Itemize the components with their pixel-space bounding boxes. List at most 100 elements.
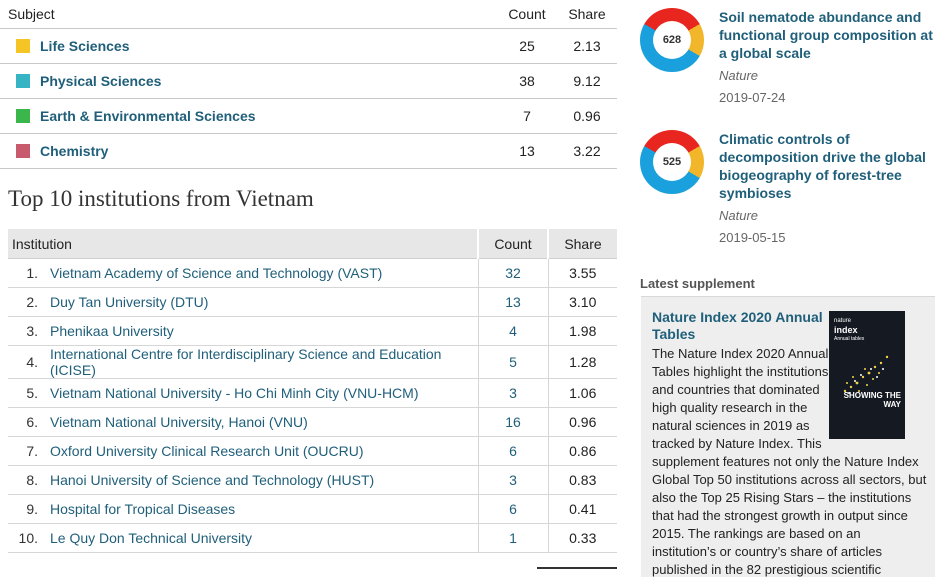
subject-share: 0.96: [557, 98, 617, 134]
subject-color-swatch: [16, 144, 30, 158]
institution-share: 1.98: [547, 316, 617, 346]
institution-count-link[interactable]: 6: [509, 501, 517, 517]
institution-row: 8. Hanoi University of Science and Techno…: [8, 465, 617, 495]
subject-table: Subject Count Share Life Sciences 25 2.13 P…: [0, 0, 617, 169]
altmetric-score: 628: [653, 21, 691, 59]
institution-count-link[interactable]: 4: [509, 323, 517, 339]
institution-count-cell: 13: [477, 287, 548, 317]
institutions-heading: Top 10 institutions from Vietnam: [8, 186, 314, 211]
subject-cell: Earth & Environmental Sciences: [0, 98, 497, 134]
article-title-link[interactable]: Climatic controls of decomposition drive…: [719, 131, 926, 201]
subject-link[interactable]: Physical Sciences: [40, 73, 162, 89]
supplement-cover-image[interactable]: nature index Annual tables SHOWING THE W…: [829, 311, 905, 439]
subject-link[interactable]: Chemistry: [40, 143, 109, 159]
institution-link[interactable]: Duy Tan University (DTU): [50, 294, 209, 310]
institution-cell: International Centre for Interdisciplina…: [42, 345, 478, 379]
institution-count-cell: 16: [477, 407, 548, 437]
altmetric-score: 525: [653, 143, 691, 181]
article-title-link[interactable]: Soil nematode abundance and functional g…: [719, 9, 933, 61]
institution-share: 0.33: [547, 523, 617, 553]
institution-share: 0.83: [547, 465, 617, 495]
article-card: 628 Soil nematode abundance and function…: [640, 8, 935, 118]
article-journal: Nature: [719, 208, 759, 223]
institution-link[interactable]: Le Quy Don Technical University: [50, 530, 253, 546]
subject-share: 2.13: [557, 28, 617, 64]
institution-count-cell: 6: [477, 494, 548, 524]
subject-count: 7: [497, 98, 557, 134]
institution-share: 0.41: [547, 494, 617, 524]
institution-rank: 3.: [8, 316, 42, 346]
cover-dots-graphic: [843, 355, 889, 394]
institution-share: 3.55: [547, 258, 617, 288]
institution-row: 2. Duy Tan University (DTU) 13 3.10: [8, 287, 617, 317]
institution-count-cell: 3: [477, 465, 548, 495]
institution-rank: 5.: [8, 378, 42, 408]
article-card: 525 Climatic controls of decomposition d…: [640, 130, 935, 250]
subject-link[interactable]: Earth & Environmental Sciences: [40, 108, 256, 124]
institution-count-link[interactable]: 16: [505, 414, 521, 430]
share-column-header[interactable]: Share: [557, 0, 617, 29]
institution-cell: Phenikaa University: [42, 316, 478, 346]
institution-count-link[interactable]: 6: [509, 443, 517, 459]
institution-share: 1.28: [547, 345, 617, 379]
institution-rank: 8.: [8, 465, 42, 495]
subject-row: Earth & Environmental Sciences 7 0.96: [0, 98, 617, 134]
institution-count-link[interactable]: 3: [509, 472, 517, 488]
institution-cell: Vietnam National University - Ho Chi Min…: [42, 378, 478, 408]
institution-rank: 6.: [8, 407, 42, 437]
institution-cell: Duy Tan University (DTU): [42, 287, 478, 317]
subject-color-swatch: [16, 74, 30, 88]
supplement-title-link[interactable]: Nature Index 2020 Annual Tables: [652, 309, 823, 342]
institution-share: 1.06: [547, 378, 617, 408]
subject-color-swatch: [16, 109, 30, 123]
institution-count-link[interactable]: 1: [509, 530, 517, 546]
share-column-header[interactable]: Share: [547, 229, 617, 259]
subject-cell: Physical Sciences: [0, 63, 497, 99]
subject-share: 9.12: [557, 63, 617, 99]
institution-cell: Hanoi University of Science and Technolo…: [42, 465, 478, 495]
supplement-description: The Nature Index 2020 Annual Tables high…: [652, 346, 927, 577]
subject-row: Physical Sciences 38 9.12: [0, 63, 617, 99]
institution-link[interactable]: Phenikaa University: [50, 323, 174, 339]
institution-rank: 2.: [8, 287, 42, 317]
institution-link[interactable]: International Centre for Interdisciplina…: [50, 346, 442, 378]
institution-count-cell: 4: [477, 316, 548, 346]
institution-count-cell: 6: [477, 436, 548, 466]
altmetric-badge-icon[interactable]: 628: [640, 8, 704, 72]
institution-link[interactable]: Hanoi University of Science and Technolo…: [50, 472, 375, 488]
institution-row: 10. Le Quy Don Technical University 1 0.33: [8, 523, 617, 553]
subject-cell: Chemistry: [0, 133, 497, 169]
institution-link[interactable]: Vietnam Academy of Science and Technolog…: [50, 265, 383, 281]
subject-count: 38: [497, 63, 557, 99]
institution-link[interactable]: Hospital for Tropical Diseases: [50, 501, 236, 517]
count-column-header[interactable]: Count: [497, 0, 557, 29]
institution-count-link[interactable]: 3: [509, 385, 517, 401]
institution-count-link[interactable]: 32: [505, 265, 521, 281]
subject-count: 25: [497, 28, 557, 64]
institution-row: 6. Vietnam National University, Hanoi (VN…: [8, 407, 617, 437]
institution-share: 0.96: [547, 407, 617, 437]
altmetric-badge-icon[interactable]: 525: [640, 130, 704, 194]
cover-tagline: SHOWING THE WAY: [843, 391, 901, 409]
institution-link[interactable]: Vietnam National University, Hanoi (VNU): [50, 414, 308, 430]
institution-link[interactable]: Oxford University Clinical Research Unit…: [50, 443, 364, 459]
institution-rank: 1.: [8, 258, 42, 288]
institution-cell: Le Quy Don Technical University: [42, 523, 478, 553]
article-date: 2019-05-15: [719, 230, 786, 245]
cover-title: nature index Annual tables: [834, 318, 865, 342]
subject-header-row: Subject Count Share: [0, 0, 617, 29]
institution-row: 9. Hospital for Tropical Diseases 6 0.41: [8, 494, 617, 524]
institution-count-link[interactable]: 5: [509, 354, 517, 370]
divider: [537, 567, 617, 569]
subject-link[interactable]: Life Sciences: [40, 38, 130, 54]
institution-count-link[interactable]: 13: [505, 294, 521, 310]
subject-count: 13: [497, 133, 557, 169]
institution-count-cell: 1: [477, 523, 548, 553]
institution-link[interactable]: Vietnam National University - Ho Chi Min…: [50, 385, 419, 401]
subject-column-header[interactable]: Subject: [0, 0, 497, 29]
institution-row: 5. Vietnam National University - Ho Chi M…: [8, 378, 617, 408]
institution-row: 7. Oxford University Clinical Research Un…: [8, 436, 617, 466]
count-column-header[interactable]: Count: [477, 229, 548, 259]
institution-column-header[interactable]: Institution: [8, 229, 478, 259]
institution-cell: Oxford University Clinical Research Unit…: [42, 436, 478, 466]
